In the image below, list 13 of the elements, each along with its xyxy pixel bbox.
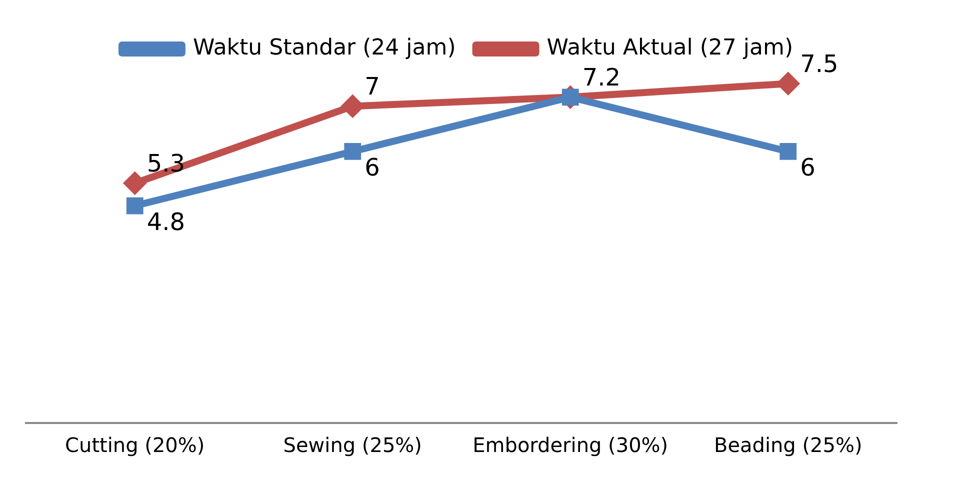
x-tick-label: Embordering (30%): [472, 433, 668, 458]
data-label: 7.2: [582, 63, 621, 92]
data-label: 6: [364, 154, 380, 182]
data-label: 4.8: [146, 208, 186, 236]
data-label: 5.3: [146, 149, 186, 178]
x-tick-label: Beading (25%): [714, 433, 862, 458]
data-label: 7.5: [800, 50, 838, 78]
x-tick-label: Cutting (20%): [65, 433, 205, 458]
data-label: 7: [364, 72, 380, 100]
legend-label: Waktu Standar (24 jam): [192, 36, 456, 61]
data-label: 6: [800, 154, 816, 182]
legend-label: Waktu Aktual (27 jam): [546, 36, 794, 61]
x-tick-label: Sewing (25%): [283, 433, 422, 458]
